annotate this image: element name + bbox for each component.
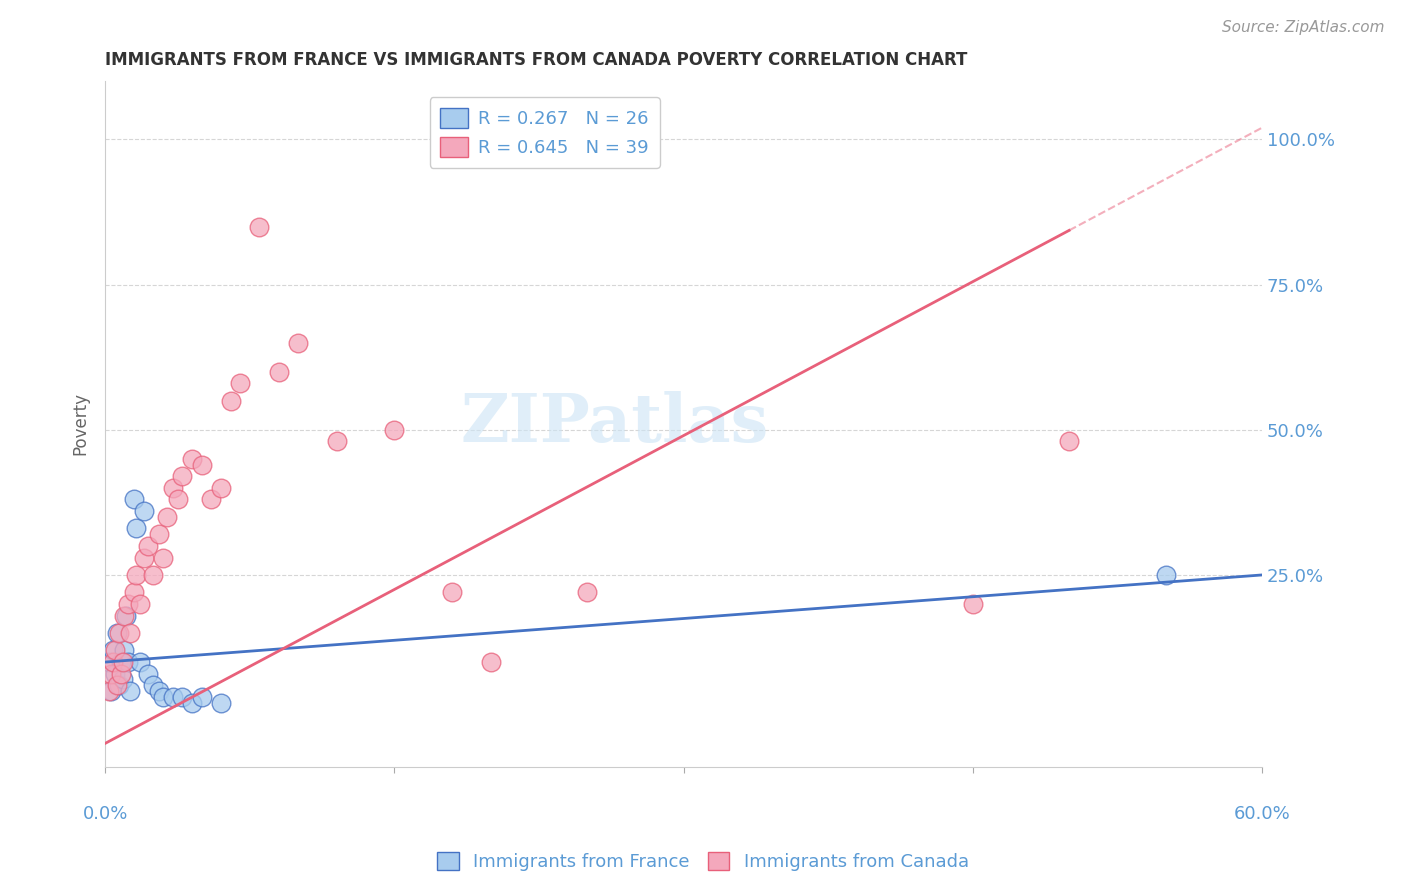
Point — [132, 504, 155, 518]
Point — [101, 643, 124, 657]
Point — [172, 690, 194, 704]
Legend: Immigrants from France, Immigrants from Canada: Immigrants from France, Immigrants from … — [430, 845, 976, 879]
Legend: R = 0.267   N = 26, R = 0.645   N = 39: R = 0.267 N = 26, R = 0.645 N = 39 — [430, 97, 659, 168]
Point — [105, 678, 128, 692]
Point — [162, 481, 184, 495]
Point — [98, 684, 121, 698]
Text: 60.0%: 60.0% — [1233, 805, 1291, 823]
Point — [190, 458, 212, 472]
Text: IMMIGRANTS FROM FRANCE VS IMMIGRANTS FROM CANADA POVERTY CORRELATION CHART: IMMIGRANTS FROM FRANCE VS IMMIGRANTS FRO… — [105, 51, 967, 69]
Point — [104, 643, 127, 657]
Point — [114, 608, 136, 623]
Point — [132, 550, 155, 565]
Point — [325, 434, 347, 449]
Point — [120, 626, 142, 640]
Point — [107, 626, 129, 640]
Point — [101, 655, 124, 669]
Point — [115, 608, 138, 623]
Text: ZIPatlas: ZIPatlas — [460, 392, 768, 457]
Point — [142, 568, 165, 582]
Point — [441, 585, 464, 599]
Point — [576, 585, 599, 599]
Point — [190, 690, 212, 704]
Point — [120, 684, 142, 698]
Text: 0.0%: 0.0% — [83, 805, 128, 823]
Point — [122, 585, 145, 599]
Point — [181, 696, 204, 710]
Point — [125, 568, 148, 582]
Point — [1154, 568, 1177, 582]
Point — [287, 335, 309, 350]
Point — [384, 423, 406, 437]
Point — [1057, 434, 1080, 449]
Point — [172, 469, 194, 483]
Point — [152, 690, 174, 704]
Point — [962, 597, 984, 611]
Point — [104, 666, 127, 681]
Point — [209, 481, 232, 495]
Point — [136, 539, 159, 553]
Point — [136, 666, 159, 681]
Point — [267, 365, 290, 379]
Point — [249, 219, 271, 234]
Point — [129, 655, 152, 669]
Point — [152, 550, 174, 565]
Point — [100, 666, 122, 681]
Point — [98, 655, 121, 669]
Point — [125, 521, 148, 535]
Point — [129, 597, 152, 611]
Y-axis label: Poverty: Poverty — [72, 392, 89, 456]
Point — [148, 527, 170, 541]
Point — [111, 655, 134, 669]
Point — [200, 492, 222, 507]
Point — [167, 492, 190, 507]
Point — [219, 393, 242, 408]
Point — [148, 684, 170, 698]
Point — [122, 492, 145, 507]
Text: Source: ZipAtlas.com: Source: ZipAtlas.com — [1222, 20, 1385, 35]
Point — [479, 655, 502, 669]
Point — [105, 626, 128, 640]
Point — [162, 690, 184, 704]
Point — [110, 655, 132, 669]
Point — [181, 451, 204, 466]
Point — [156, 509, 179, 524]
Point — [111, 673, 134, 687]
Point — [110, 666, 132, 681]
Point — [117, 655, 139, 669]
Point — [117, 597, 139, 611]
Point — [107, 678, 129, 692]
Point — [142, 678, 165, 692]
Point — [114, 643, 136, 657]
Point — [100, 684, 122, 698]
Point — [209, 696, 232, 710]
Point — [229, 376, 252, 391]
